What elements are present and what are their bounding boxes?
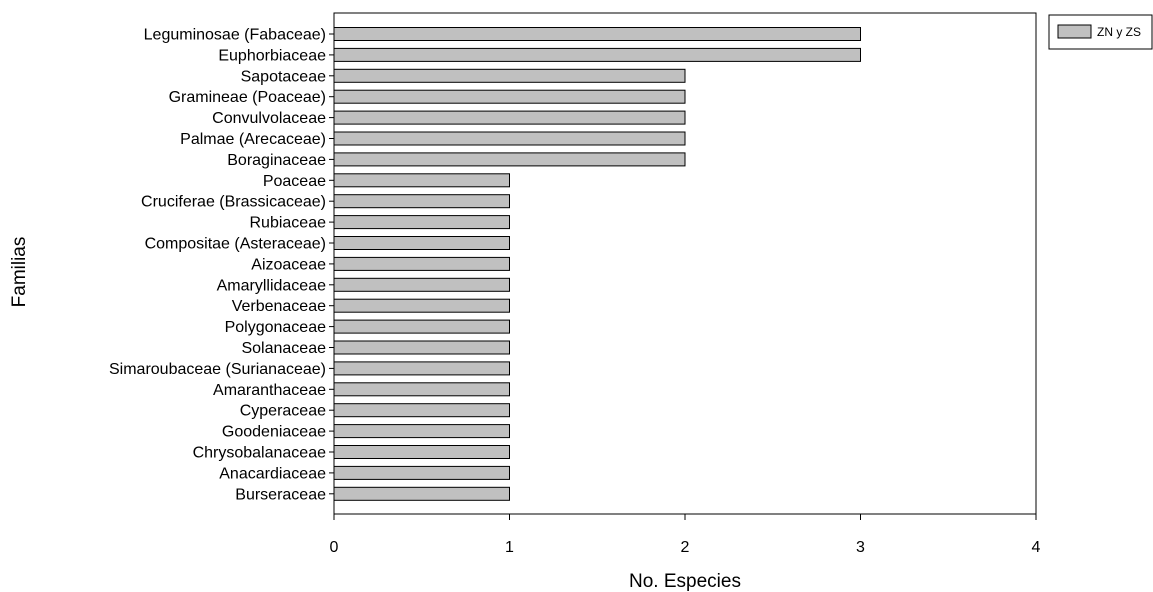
y-tick-label: Sapotaceae bbox=[241, 68, 327, 85]
y-tick-label: Compositae (Asteraceae) bbox=[145, 236, 326, 253]
x-tick-label: 0 bbox=[330, 539, 339, 556]
y-tick-label: Anacardiaceae bbox=[219, 465, 326, 482]
bar bbox=[333, 47, 861, 62]
bar bbox=[333, 445, 510, 459]
x-tick-label: 1 bbox=[505, 539, 514, 556]
bar bbox=[333, 277, 510, 292]
bar bbox=[333, 403, 510, 418]
legend-swatch bbox=[1057, 24, 1092, 39]
bar bbox=[333, 486, 510, 501]
y-tick-label: Cruciferae (Brassicaceae) bbox=[141, 194, 326, 211]
bar bbox=[333, 68, 686, 83]
bar bbox=[333, 110, 686, 125]
bar bbox=[333, 236, 510, 250]
y-tick-label: Leguminosae (Fabaceae) bbox=[144, 27, 326, 44]
x-tick-label: 2 bbox=[681, 539, 690, 556]
y-tick-label: Chrysobalanaceae bbox=[193, 445, 327, 462]
bar bbox=[333, 194, 510, 209]
y-tick-label: Solanaceae bbox=[241, 340, 326, 357]
y-tick-label: Convulvolaceae bbox=[212, 110, 326, 127]
bar bbox=[333, 319, 510, 334]
y-tick-label: Palmae (Arecaceae) bbox=[180, 131, 326, 148]
y-tick-label: Polygonaceae bbox=[225, 319, 327, 336]
y-tick-label: Verbenaceae bbox=[232, 298, 326, 315]
y-tick-label: Aizoaceae bbox=[251, 256, 326, 273]
y-tick-label: Euphorbiaceae bbox=[218, 47, 326, 64]
x-axis-title: No. Especies bbox=[629, 571, 741, 592]
x-axis: 0 1 2 3 4 bbox=[330, 514, 1041, 556]
y-axis-title: Familias bbox=[9, 237, 30, 308]
bar bbox=[333, 215, 510, 230]
bar bbox=[333, 424, 510, 439]
y-tick-label: Cyperaceae bbox=[240, 403, 326, 420]
y-tick-label: Rubiaceae bbox=[250, 215, 327, 232]
bar bbox=[333, 361, 510, 376]
y-tick-label: Poaceae bbox=[263, 173, 326, 190]
bar bbox=[333, 152, 686, 167]
y-tick-label: Amaryllidaceae bbox=[217, 277, 326, 294]
y-tick-labels: Leguminosae (Fabaceae) Euphorbiaceae Sapot… bbox=[109, 27, 334, 503]
bar bbox=[333, 298, 510, 313]
x-tick-label: 3 bbox=[856, 539, 865, 556]
y-tick-label: Gramineae (Poaceae) bbox=[169, 89, 326, 106]
bar bbox=[333, 131, 686, 146]
bar bbox=[333, 340, 510, 355]
y-tick-label: Boraginaceae bbox=[227, 152, 326, 169]
legend-label: ZN y ZS bbox=[1097, 25, 1141, 39]
bar bbox=[333, 173, 510, 188]
y-tick-label: Goodeniaceae bbox=[222, 424, 326, 441]
bar bbox=[333, 27, 861, 41]
y-tick-label: Amaranthaceae bbox=[213, 382, 326, 399]
y-tick-label: Simaroubaceae (Surianaceae) bbox=[109, 361, 326, 378]
y-tick-label: Burseraceae bbox=[235, 486, 326, 503]
x-tick-label: 4 bbox=[1032, 539, 1041, 556]
bar bbox=[333, 256, 510, 271]
legend: ZN y ZS bbox=[1048, 14, 1153, 50]
bar bbox=[333, 465, 510, 480]
bar bbox=[333, 382, 510, 397]
bar bbox=[333, 89, 686, 104]
bars-layer bbox=[333, 27, 861, 501]
